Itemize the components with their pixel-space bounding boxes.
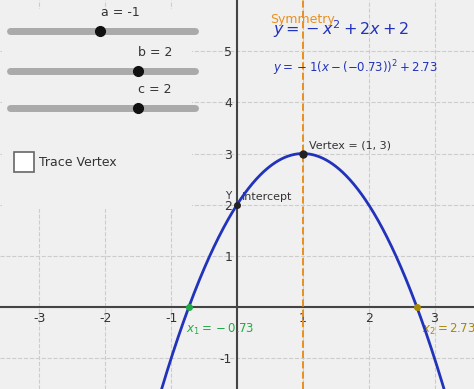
Text: $x_1 = -0.73$: $x_1 = -0.73$ [185,321,254,336]
FancyBboxPatch shape [2,9,192,209]
Text: Symmetry: Symmetry [271,13,335,26]
Text: $y = -x^2 + 2x + 2$: $y = -x^2 + 2x + 2$ [273,18,410,40]
Text: a = -1: a = -1 [100,6,139,19]
Text: Intercept: Intercept [242,192,292,202]
Text: $y = -1(x-(-0.73))^2 + 2.73$: $y = -1(x-(-0.73))^2 + 2.73$ [273,59,438,79]
Text: Trace Vertex: Trace Vertex [39,156,117,168]
FancyBboxPatch shape [14,152,34,172]
Text: $x_2 = 2.73$: $x_2 = 2.73$ [422,321,474,336]
Text: b = 2: b = 2 [138,46,172,59]
Text: Vertex = (1, 3): Vertex = (1, 3) [310,141,392,151]
Text: Y: Y [226,191,232,201]
Text: c = 2: c = 2 [138,83,172,96]
